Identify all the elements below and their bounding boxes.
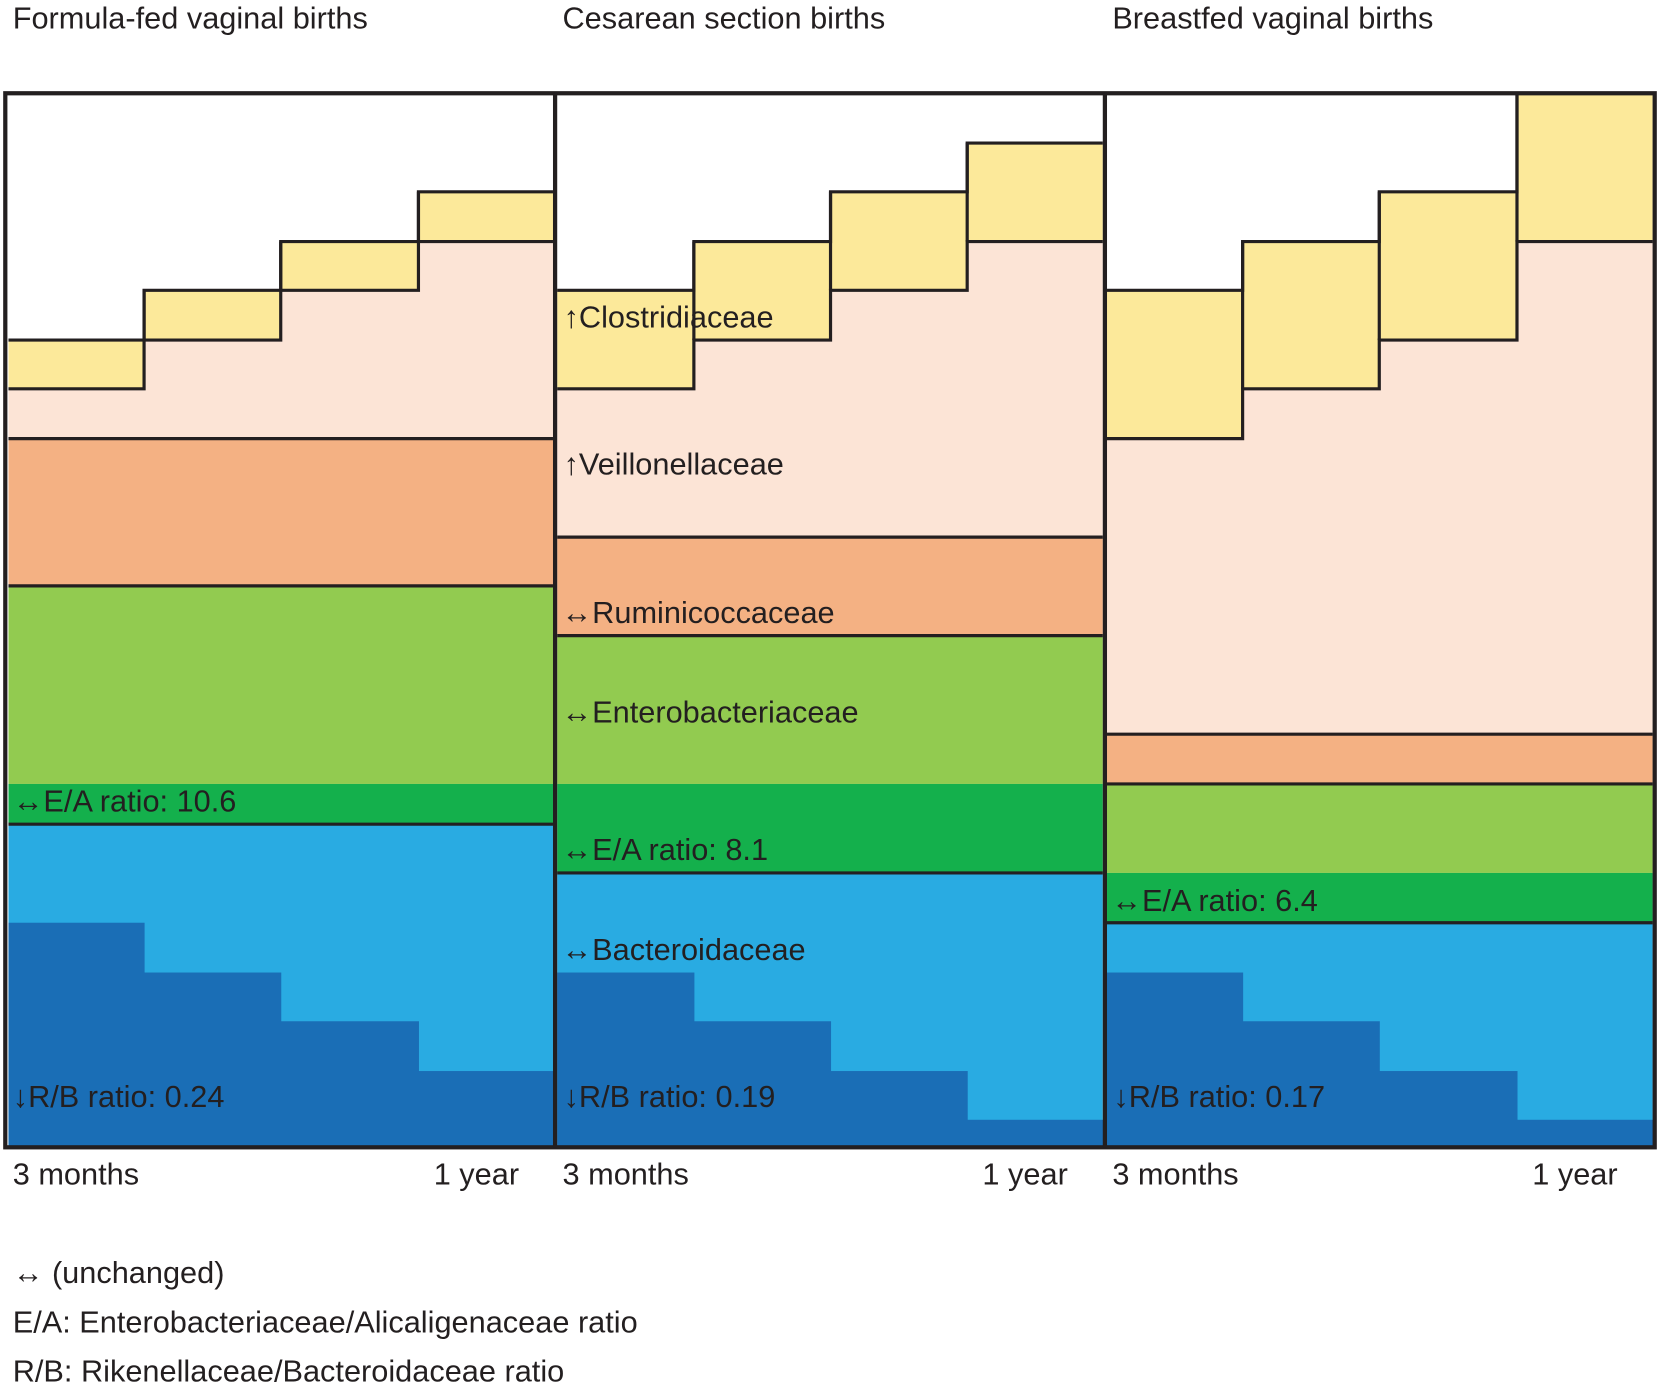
- rikenellaceae-step: [967, 1119, 1104, 1148]
- x-end-label: 1 year: [434, 1156, 519, 1191]
- ruminicoccaceae-label: ↔Ruminicoccaceae: [561, 595, 834, 630]
- rikenellaceae-step: [8, 922, 145, 1148]
- step-outline: [1107, 239, 1653, 441]
- rikenellaceae-step: [1379, 1071, 1518, 1148]
- x-start-label: 3 months: [563, 1156, 689, 1191]
- enterobacteriaceae-band: [1107, 783, 1653, 873]
- bacteroidaceae-label: ↔Bacteroidaceae: [561, 932, 805, 967]
- ruminicoccaceae-band: [557, 537, 1103, 636]
- rikenellaceae-step: [693, 1021, 832, 1148]
- ea-ratio-label: ↔E/A ratio: 8.1: [561, 832, 768, 867]
- outer-frame: [3, 91, 1657, 1150]
- step-outline: [8, 239, 553, 391]
- rikenellaceae-step: [1242, 1021, 1380, 1148]
- rikenellaceae-step: [280, 1021, 419, 1148]
- ea-ratio-label: ↔E/A ratio: 10.6: [13, 783, 237, 818]
- x-end-label: 1 year: [1532, 1156, 1617, 1191]
- rikenellaceae-step: [557, 972, 695, 1148]
- clostridiaceae-label: ↑Clostridiaceae: [564, 299, 774, 334]
- x-start-label: 3 months: [1112, 1156, 1238, 1191]
- alcaligenaceae-band: [557, 783, 1103, 873]
- rb-ratio-label: ↓R/B ratio: 0.24: [13, 1079, 225, 1114]
- legend-unchanged: ↔ (unchanged): [13, 1255, 225, 1290]
- step-outline: [557, 239, 1103, 391]
- rikenellaceae-step: [1107, 972, 1244, 1148]
- alcaligenaceae-band: [1107, 872, 1653, 923]
- rikenellaceae-step: [830, 1071, 968, 1148]
- panels: [8, 91, 1654, 1148]
- alcaligenaceae-band: [8, 783, 553, 825]
- x-start-label: 3 months: [13, 1156, 139, 1191]
- ruminicoccaceae-band: [1107, 734, 1653, 784]
- ea-ratio-label: ↔E/A ratio: 6.4: [1111, 883, 1318, 918]
- ruminicoccaceae-band: [8, 438, 553, 586]
- veillonellaceae-band: [1107, 241, 1653, 735]
- veillonellaceae-band: [557, 241, 1103, 538]
- legend-rb: R/B: Rikenellaceae/Bacteroidaceae ratio: [13, 1353, 565, 1388]
- panel-title-cesarean: Cesarean section births: [563, 1, 886, 36]
- x-end-label: 1 year: [982, 1156, 1067, 1191]
- rikenellaceae-step: [418, 1071, 554, 1148]
- enterobacteriaceae-band: [8, 585, 553, 784]
- rikenellaceae-step: [1516, 1119, 1654, 1148]
- veillonellaceae-label: ↑Veillonellaceae: [564, 447, 784, 482]
- legend-ea: E/A: Enterobacteriaceae/Alicaligenaceae …: [13, 1305, 638, 1340]
- rb-ratio-label: ↓R/B ratio: 0.17: [1113, 1079, 1325, 1114]
- panel-title-breastfed: Breastfed vaginal births: [1112, 1, 1433, 36]
- rikenellaceae-step: [144, 972, 282, 1148]
- panel-title-formula-fed: Formula-fed vaginal births: [13, 1, 368, 36]
- enterobacteriaceae-band: [557, 635, 1103, 784]
- enterobacteriaceae-label: ↔Enterobacteriaceae: [561, 695, 858, 730]
- rb-ratio-label: ↓R/B ratio: 0.19: [564, 1079, 776, 1114]
